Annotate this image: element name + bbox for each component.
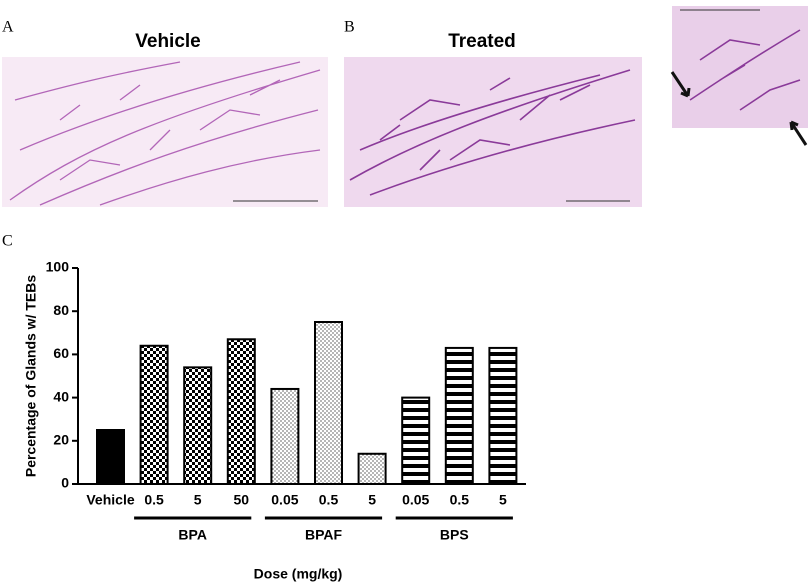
bar	[226, 338, 256, 485]
y-tick-label: 100	[46, 259, 70, 275]
x-tick-label: 0.5	[450, 492, 470, 508]
x-tick-label: 5	[194, 492, 202, 508]
x-tick-label: 0.5	[319, 492, 339, 508]
micrograph-inset	[670, 6, 808, 146]
bar	[488, 346, 518, 486]
panel-title: Vehicle	[135, 31, 201, 52]
panel-label: A	[2, 19, 14, 36]
panel-label: B	[344, 19, 355, 36]
x-tick-label: 0.05	[271, 492, 298, 508]
bar	[139, 344, 169, 486]
x-tick-label: 5	[368, 492, 376, 508]
y-tick-label: 80	[53, 302, 69, 318]
x-tick-label: 0.05	[402, 492, 429, 508]
bar	[183, 366, 213, 485]
y-tick-label: 20	[53, 432, 69, 448]
micrograph-vehicle	[2, 57, 328, 207]
x-tick-label: 5	[499, 492, 507, 508]
x-tick-label: Vehicle	[86, 492, 134, 508]
y-tick-label: 0	[61, 475, 69, 491]
x-axis-title: Dose (mg/kg)	[254, 566, 343, 582]
group-label: BPAF	[305, 527, 343, 543]
x-tick-label: 50	[234, 492, 250, 508]
bar	[444, 346, 474, 486]
bar	[401, 396, 431, 486]
x-tick-label: 0.5	[144, 492, 164, 508]
micrograph-treated	[344, 57, 642, 207]
y-tick-label: 60	[53, 345, 69, 361]
bar	[357, 452, 387, 486]
y-axis-title: Percentage of Glands w/ TEBs	[23, 275, 39, 477]
group-label: BPA	[178, 527, 207, 543]
bar	[96, 429, 125, 485]
bar	[270, 387, 300, 485]
y-tick-label: 40	[53, 388, 69, 404]
panel-label: C	[2, 233, 13, 250]
group-label: BPS	[440, 527, 469, 543]
panel-title: Treated	[448, 31, 516, 52]
bar	[314, 321, 343, 485]
